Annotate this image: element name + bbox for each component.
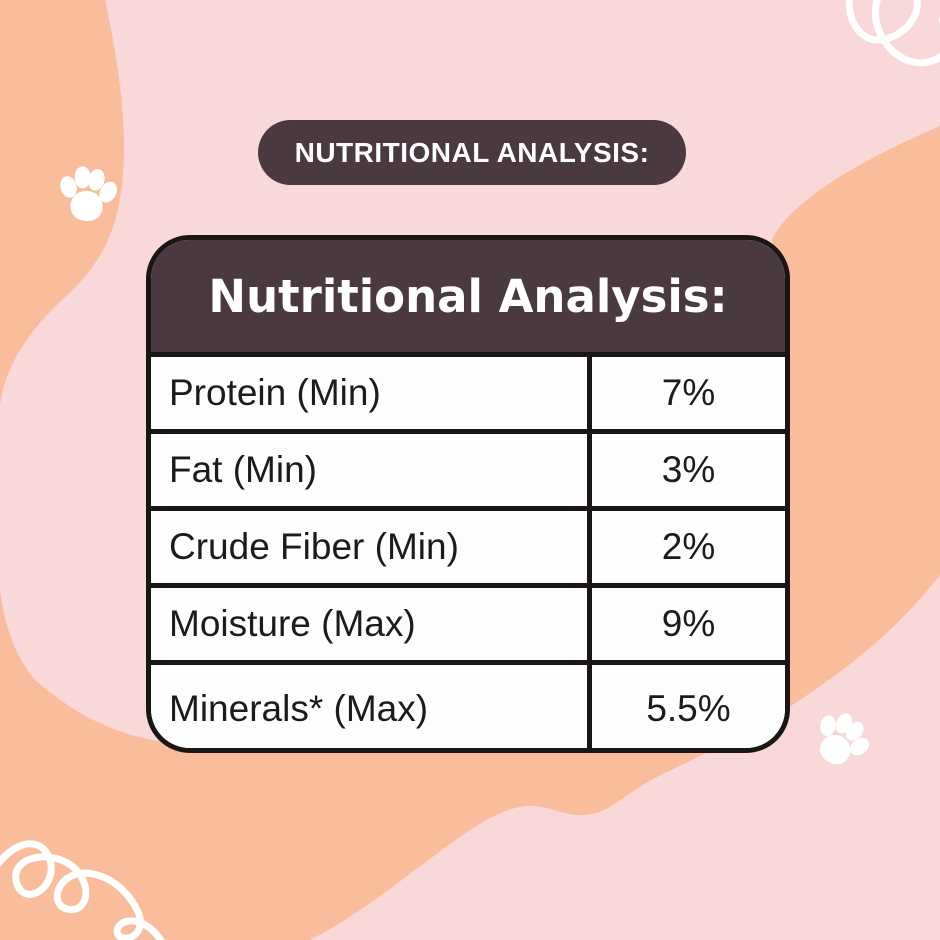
nutrient-value-cell: 2% — [661, 526, 716, 567]
nutrient-value-cell: 3% — [661, 449, 716, 490]
nutrient-value-cell: 7% — [661, 372, 716, 413]
paw-icon — [53, 163, 123, 225]
nutritional-analysis-banner: NUTRITIONAL ANALYSIS: — [258, 120, 686, 185]
table-row: Minerals* (Max) 5.5% — [151, 660, 785, 748]
nutrient-value-cell: 5.5% — [646, 687, 731, 729]
nutrient-label-cell: Crude Fiber (Min) — [151, 511, 592, 583]
nutrient-label-cell: Minerals* (Max) — [151, 665, 592, 748]
nutrient-value-cell: 9% — [661, 603, 716, 644]
card-header: Nutritional Analysis: — [151, 240, 785, 352]
nutrient-label-cell: Fat (Min) — [151, 434, 592, 506]
nutrition-card: Nutritional Analysis: Protein (Min) 7% F… — [146, 235, 790, 753]
table-row: Moisture (Max) 9% — [151, 583, 785, 660]
table-row: Protein (Min) 7% — [151, 352, 785, 429]
table-row: Fat (Min) 3% — [151, 429, 785, 506]
pink-blob-bottom — [310, 575, 940, 940]
table-row: Crude Fiber (Min) 2% — [151, 506, 785, 583]
banner-label: NUTRITIONAL ANALYSIS: — [294, 136, 650, 168]
scribble-icon — [845, 0, 940, 67]
scribble-icon — [0, 840, 165, 940]
nutrient-label-cell: Protein (Min) — [151, 357, 592, 429]
nutrient-label-cell: Moisture (Max) — [151, 588, 592, 660]
card-title: Nutritional Analysis: — [208, 269, 728, 323]
